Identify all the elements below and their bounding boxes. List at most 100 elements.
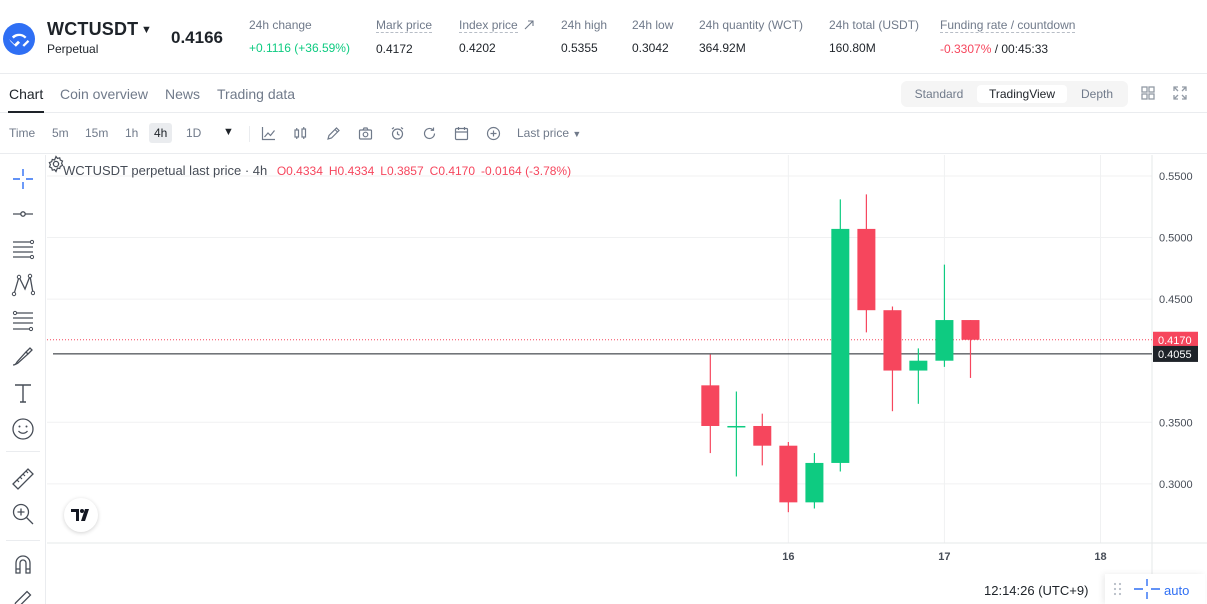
- stat-label[interactable]: Index price: [459, 18, 518, 33]
- legend-low: L0.3857: [380, 164, 424, 178]
- stat-value: 364.92M: [699, 41, 746, 55]
- stat-mark-price: Mark price 0.4172: [376, 18, 433, 56]
- time-tick-label: 18: [1094, 551, 1106, 563]
- tradingview-logo-icon[interactable]: [64, 498, 98, 532]
- chart-settings-gear-icon[interactable]: [47, 155, 65, 173]
- auto-scale-button[interactable]: auto: [1105, 574, 1205, 604]
- tab-chart[interactable]: Chart: [9, 86, 44, 102]
- magnet-icon[interactable]: [11, 552, 35, 576]
- tools-divider: [6, 540, 40, 541]
- price-chart[interactable]: 0.5500 0.5000 0.4500 0.3500 0.3000 16 17 18 0.41…: [47, 155, 1207, 604]
- market-header: WCTUSDT ▼ Perpetual 0.4166 24h change +0…: [0, 0, 1207, 74]
- candle-body: [909, 360, 928, 371]
- stat-label: 24h high: [561, 18, 608, 32]
- walletconnect-logo-icon: [3, 23, 35, 55]
- add-circle-icon[interactable]: [486, 126, 501, 141]
- alarm-clock-icon[interactable]: [390, 126, 405, 141]
- candle-body: [701, 385, 720, 426]
- legend-high: H0.4334: [328, 164, 375, 178]
- stat-funding-rate: Funding rate / countdown -0.3307% / 00:4…: [940, 18, 1076, 56]
- drag-handle-icon[interactable]: [1113, 582, 1123, 596]
- trend-line-icon[interactable]: [11, 202, 35, 226]
- candle-body: [883, 310, 902, 371]
- funding-rate-value: -0.3307%: [940, 42, 992, 56]
- interval-time[interactable]: Time: [9, 126, 36, 140]
- draw-pencil-icon[interactable]: [326, 126, 341, 141]
- crosshair-icon[interactable]: [11, 167, 35, 191]
- time-tick-label: 16: [782, 551, 794, 563]
- price-tick-label: 0.4500: [1159, 294, 1193, 306]
- stat-label: 24h change: [249, 18, 312, 32]
- crosshair-price-axis-tag: [1153, 345, 1198, 362]
- contract-type: Perpetual: [47, 42, 99, 56]
- stat-24h-change: 24h change +0.1116 (+36.59%): [249, 18, 350, 55]
- interval-5m[interactable]: 5m: [52, 126, 69, 140]
- calendar-icon[interactable]: [454, 126, 469, 141]
- candle-body: [779, 445, 798, 503]
- candlestick-chart-svg[interactable]: 0.5500 0.5000 0.4500 0.3500 0.3000 16 17 18 0.41…: [47, 155, 1207, 604]
- zoom-in-icon[interactable]: [11, 502, 35, 526]
- candle-body: [753, 425, 772, 446]
- price-type-label: Last price: [517, 126, 570, 140]
- stat-value: 0.4172: [376, 42, 413, 56]
- grid-layout-icon[interactable]: [1140, 85, 1156, 101]
- chart-style-icon[interactable]: [261, 126, 276, 141]
- stat-value: 0.3042: [632, 41, 669, 55]
- stat-value: 160.80M: [829, 41, 876, 55]
- price-tick-label: 0.5500: [1159, 171, 1193, 183]
- view-standard[interactable]: Standard: [914, 87, 964, 101]
- interval-1h[interactable]: 1h: [125, 126, 139, 140]
- text-icon[interactable]: [11, 381, 35, 405]
- last-price: 0.4166: [171, 28, 223, 47]
- legend-close: C0.4170: [429, 164, 476, 178]
- pattern-icon[interactable]: [11, 273, 35, 297]
- price-tick-label: 0.5000: [1159, 233, 1193, 245]
- external-link-icon[interactable]: [524, 20, 535, 30]
- fullscreen-icon[interactable]: [1172, 85, 1188, 101]
- clock-readout[interactable]: 12:14:26 (UTC+9): [984, 583, 1089, 598]
- tab-trading-data[interactable]: Trading data: [217, 86, 296, 102]
- funding-countdown-value: / 00:45:33: [991, 42, 1049, 56]
- symbol-dropdown-icon[interactable]: ▼: [141, 24, 152, 36]
- crosshair-price-axis-label: 0.4055: [1158, 349, 1192, 361]
- horizontal-lines-icon[interactable]: [11, 237, 35, 261]
- ruler-icon[interactable]: [11, 467, 35, 491]
- stat-label[interactable]: Funding rate / countdown: [940, 18, 1076, 33]
- stat-value: 0.5355: [561, 41, 598, 55]
- indicators-icon[interactable]: [293, 126, 308, 141]
- screenshot-camera-icon[interactable]: [358, 126, 373, 141]
- brush-icon[interactable]: [11, 345, 35, 369]
- symbol-name[interactable]: WCTUSDT: [47, 19, 139, 39]
- fib-lines-icon[interactable]: [11, 309, 35, 333]
- stat-index-price: Index price 0.4202: [459, 18, 535, 55]
- auto-scale-label: auto: [1164, 583, 1190, 598]
- emoji-icon[interactable]: [11, 417, 35, 441]
- stat-value: +0.1116 (+36.59%): [249, 41, 350, 55]
- interval-dropdown-icon[interactable]: ▼: [223, 126, 234, 138]
- active-tab-indicator: [8, 111, 44, 113]
- view-tradingview[interactable]: TradingView: [977, 85, 1067, 103]
- stat-label[interactable]: Mark price: [376, 18, 433, 33]
- replay-icon[interactable]: [422, 126, 437, 141]
- interval-4h[interactable]: 4h: [149, 123, 173, 143]
- interval-1d[interactable]: 1D: [186, 126, 202, 140]
- stat-label: 24h low: [632, 18, 674, 32]
- interval-15m[interactable]: 15m: [85, 126, 109, 140]
- legend-ohlc: O0.4334 H0.4334 L0.3857 C0.4170 -0.0164 (-3.…: [277, 164, 577, 178]
- stat-24h-low: 24h low 0.3042: [632, 18, 673, 55]
- price-type-select[interactable]: Last price ▼: [517, 126, 581, 140]
- tab-news[interactable]: News: [165, 86, 201, 102]
- toolbar-divider: [249, 126, 250, 142]
- pencil-lock-icon[interactable]: [11, 587, 35, 604]
- view-depth[interactable]: Depth: [1080, 87, 1114, 101]
- candle-body: [935, 320, 954, 361]
- last-price-axis-tag: [1153, 331, 1198, 348]
- tab-coin-overview[interactable]: Coin overview: [60, 86, 148, 102]
- chart-legend: WCTUSDT perpetual last price · 4h O0.433…: [63, 163, 577, 178]
- candle-body: [831, 228, 850, 463]
- legend-open: O0.4334: [276, 164, 323, 178]
- drawing-tools-sidebar: [0, 155, 46, 604]
- candle-body: [961, 320, 980, 340]
- stat-label: 24h total (USDT): [829, 18, 920, 32]
